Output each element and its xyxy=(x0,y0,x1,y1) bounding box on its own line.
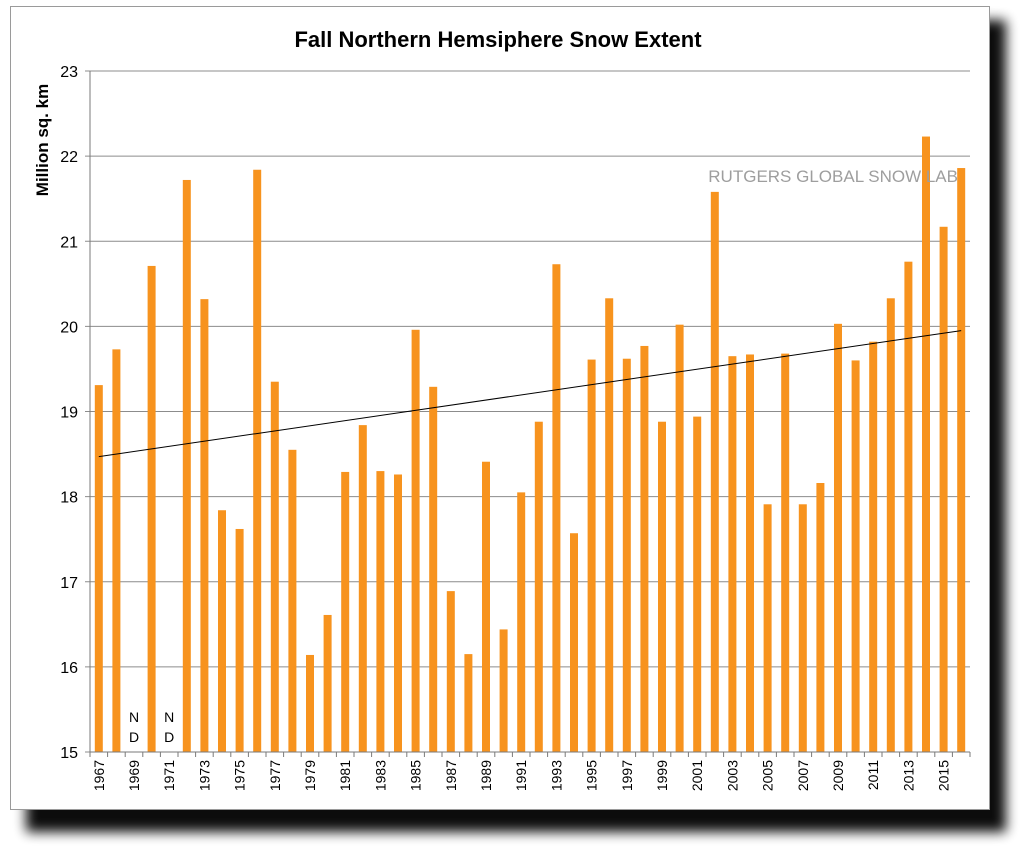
bar-2004 xyxy=(746,354,754,752)
x-tick-label: 1979 xyxy=(302,760,318,791)
bar-1968 xyxy=(112,349,121,752)
trend-line xyxy=(98,330,962,458)
x-tick-label: 1987 xyxy=(443,760,459,791)
x-tick-label: 1993 xyxy=(548,760,564,791)
bar-1978 xyxy=(288,449,297,752)
bars xyxy=(94,136,966,753)
x-tick-label: 1989 xyxy=(478,760,494,791)
x-tick-label: 2003 xyxy=(724,760,740,791)
bar-1997 xyxy=(622,358,631,752)
bar-2007 xyxy=(798,504,807,752)
x-tick-label: 2005 xyxy=(760,760,776,791)
x-tick-label: 2001 xyxy=(689,760,705,791)
x-tick-label: 1971 xyxy=(161,760,177,791)
y-tick-label: 22 xyxy=(60,149,78,166)
y-tick-label: 18 xyxy=(60,490,78,507)
bar-1999 xyxy=(658,421,666,752)
bar-1967 xyxy=(94,385,103,752)
bar-1976 xyxy=(253,169,262,752)
bar-1981 xyxy=(341,471,350,752)
bar-2010 xyxy=(851,360,860,752)
bar-1996 xyxy=(605,298,614,752)
bar-1972 xyxy=(182,179,191,752)
bar-2000 xyxy=(675,324,684,752)
x-tick-label: 2007 xyxy=(795,760,811,791)
chart-title: Fall Northern Hemsiphere Snow Extent xyxy=(294,27,702,52)
bar-2005 xyxy=(763,504,772,752)
watermark-label: RUTGERS GLOBAL SNOW LAB xyxy=(708,167,958,186)
bar-2003 xyxy=(728,356,737,752)
bar-1975 xyxy=(235,528,244,752)
y-tick-label: 19 xyxy=(60,405,78,422)
bar-1974 xyxy=(218,510,226,752)
bar-1977 xyxy=(270,381,279,752)
bar-2012 xyxy=(886,298,895,752)
y-tick-label: 15 xyxy=(60,745,78,762)
bar-2002 xyxy=(710,191,719,752)
bar-1993 xyxy=(552,264,561,752)
bar-1983 xyxy=(376,471,385,752)
y-tick-label: 23 xyxy=(60,64,78,81)
x-tick-label: 1977 xyxy=(267,760,283,791)
x-tick-label: 2013 xyxy=(900,760,916,791)
no-data-label: N xyxy=(164,709,174,725)
bar-2006 xyxy=(781,353,790,752)
bar-1986 xyxy=(429,386,438,752)
x-tick-label: 1991 xyxy=(513,760,529,791)
bar-2009 xyxy=(834,323,842,752)
x-tick-label: 2011 xyxy=(865,760,881,790)
bar-2015 xyxy=(939,226,948,752)
bar-2013 xyxy=(904,261,913,752)
bar-1998 xyxy=(640,345,649,752)
bar-1987 xyxy=(446,591,455,752)
x-tick-label: 2015 xyxy=(936,760,952,791)
bar-1988 xyxy=(464,654,473,752)
x-tick-label: 1973 xyxy=(196,760,212,791)
bar-2016 xyxy=(957,168,966,753)
no-data-label: D xyxy=(129,729,139,745)
bar-1984 xyxy=(394,474,402,752)
y-tick-label: 17 xyxy=(60,575,78,592)
bar-1994 xyxy=(570,533,578,752)
bar-2014 xyxy=(922,136,930,752)
bar-2008 xyxy=(816,483,825,752)
x-tick-label: 1975 xyxy=(232,760,248,791)
bar-1990 xyxy=(499,629,508,752)
trendline xyxy=(98,330,962,458)
x-tick-label: 1969 xyxy=(126,760,142,791)
bar-2011 xyxy=(869,341,878,752)
x-tick-label: 1985 xyxy=(408,760,424,791)
bar-1980 xyxy=(323,614,332,752)
y-tick-label: 16 xyxy=(60,660,78,677)
x-tick-label: 2009 xyxy=(830,760,846,791)
bar-1979 xyxy=(306,654,314,752)
bar-1973 xyxy=(200,299,209,752)
x-tick-label: 1983 xyxy=(372,760,388,791)
bar-1970 xyxy=(147,265,156,752)
bar-1992 xyxy=(534,421,543,752)
x-tick-label: 1995 xyxy=(584,760,600,791)
no-data-label: N xyxy=(129,709,139,725)
bar-2001 xyxy=(693,416,702,752)
y-tick-label: 20 xyxy=(60,319,78,336)
x-tick-label: 1981 xyxy=(337,760,353,791)
bar-1991 xyxy=(517,492,526,752)
bar-1985 xyxy=(411,329,420,752)
bar-1989 xyxy=(482,461,490,752)
y-axis-label: Million sq. km xyxy=(33,84,52,196)
bar-1995 xyxy=(587,359,596,752)
x-tick-label: 1997 xyxy=(619,760,635,791)
y-tick-label: 21 xyxy=(60,234,78,251)
no-data-label: D xyxy=(164,729,174,745)
y-axis-ticks: 15 16 17 18 19 20 21 22 23 xyxy=(60,64,90,762)
x-tick-label: 1967 xyxy=(91,760,107,791)
bar-1982 xyxy=(358,425,367,752)
x-axis-ticks: 1967 1969 1971 1973 1975 1977 1979 1981 1983 1985… xyxy=(89,752,971,791)
x-tick-label: 1999 xyxy=(654,760,670,791)
